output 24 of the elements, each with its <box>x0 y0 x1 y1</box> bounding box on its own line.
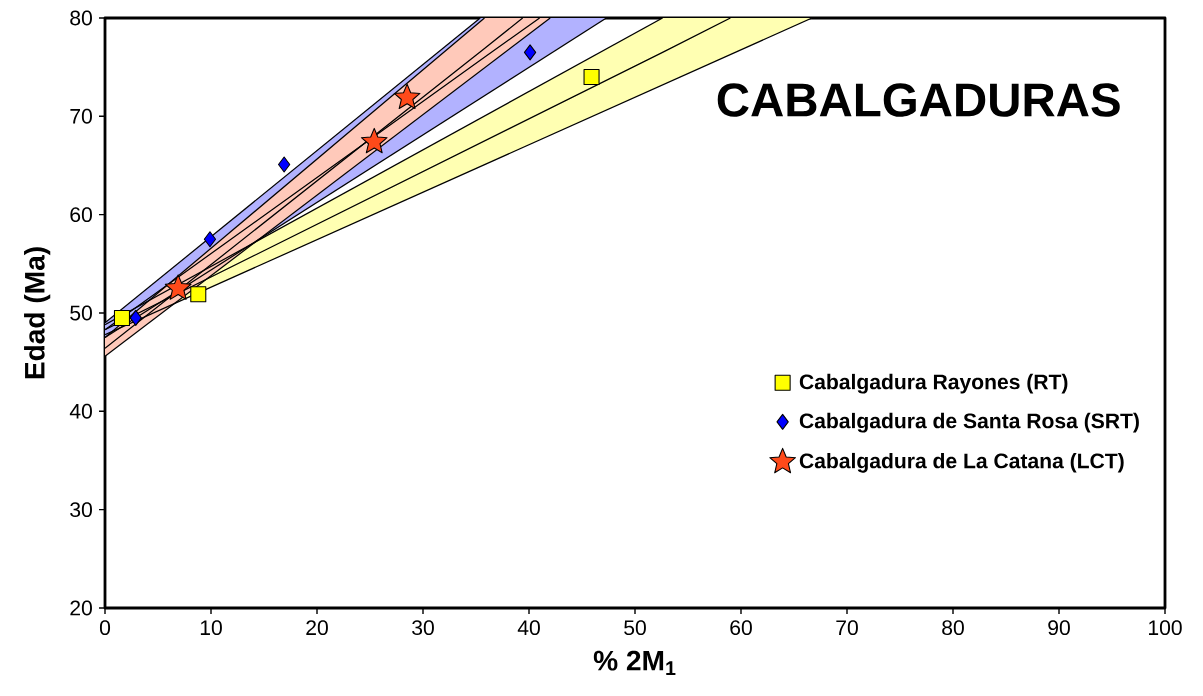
legend-label: Cabalgadura de Santa Rosa (SRT) <box>799 412 1139 433</box>
x-axis-title: % 2M$_{1}$ <box>593 650 676 675</box>
x-tick-label: 20 <box>306 620 328 636</box>
x-tick-label: 30 <box>412 620 434 636</box>
y-tick-label: 40 <box>69 403 92 419</box>
x-tick-label: 50 <box>624 620 646 636</box>
x-tick-label: 40 <box>517 620 540 636</box>
y-tick-label: 20 <box>70 600 92 616</box>
x-tick-label: 90 <box>1048 620 1070 636</box>
x-tick-label: 60 <box>730 620 752 636</box>
x-tick-label: 10 <box>200 620 222 636</box>
y-tick-label: 80 <box>70 10 92 26</box>
x-tick-label: 100 <box>1149 620 1182 636</box>
legend-label: Cabalgadura Rayones (RT) <box>799 373 1068 394</box>
text: CABALGADURAS <box>717 83 1120 117</box>
x-tick-label: 70 <box>836 620 858 636</box>
y-tick-label: 30 <box>70 502 92 518</box>
y-tick-label: 50 <box>70 305 92 321</box>
x-tick-label: 80 <box>942 620 964 636</box>
y-tick-label: 60 <box>70 207 92 223</box>
y-tick-label: 70 <box>70 108 92 124</box>
y-axis-title: Edad (Ma) <box>24 247 51 379</box>
x-tick-label: 0 <box>99 620 111 636</box>
legend-label: Cabalgadura de La Catana (LCT) <box>799 452 1124 473</box>
